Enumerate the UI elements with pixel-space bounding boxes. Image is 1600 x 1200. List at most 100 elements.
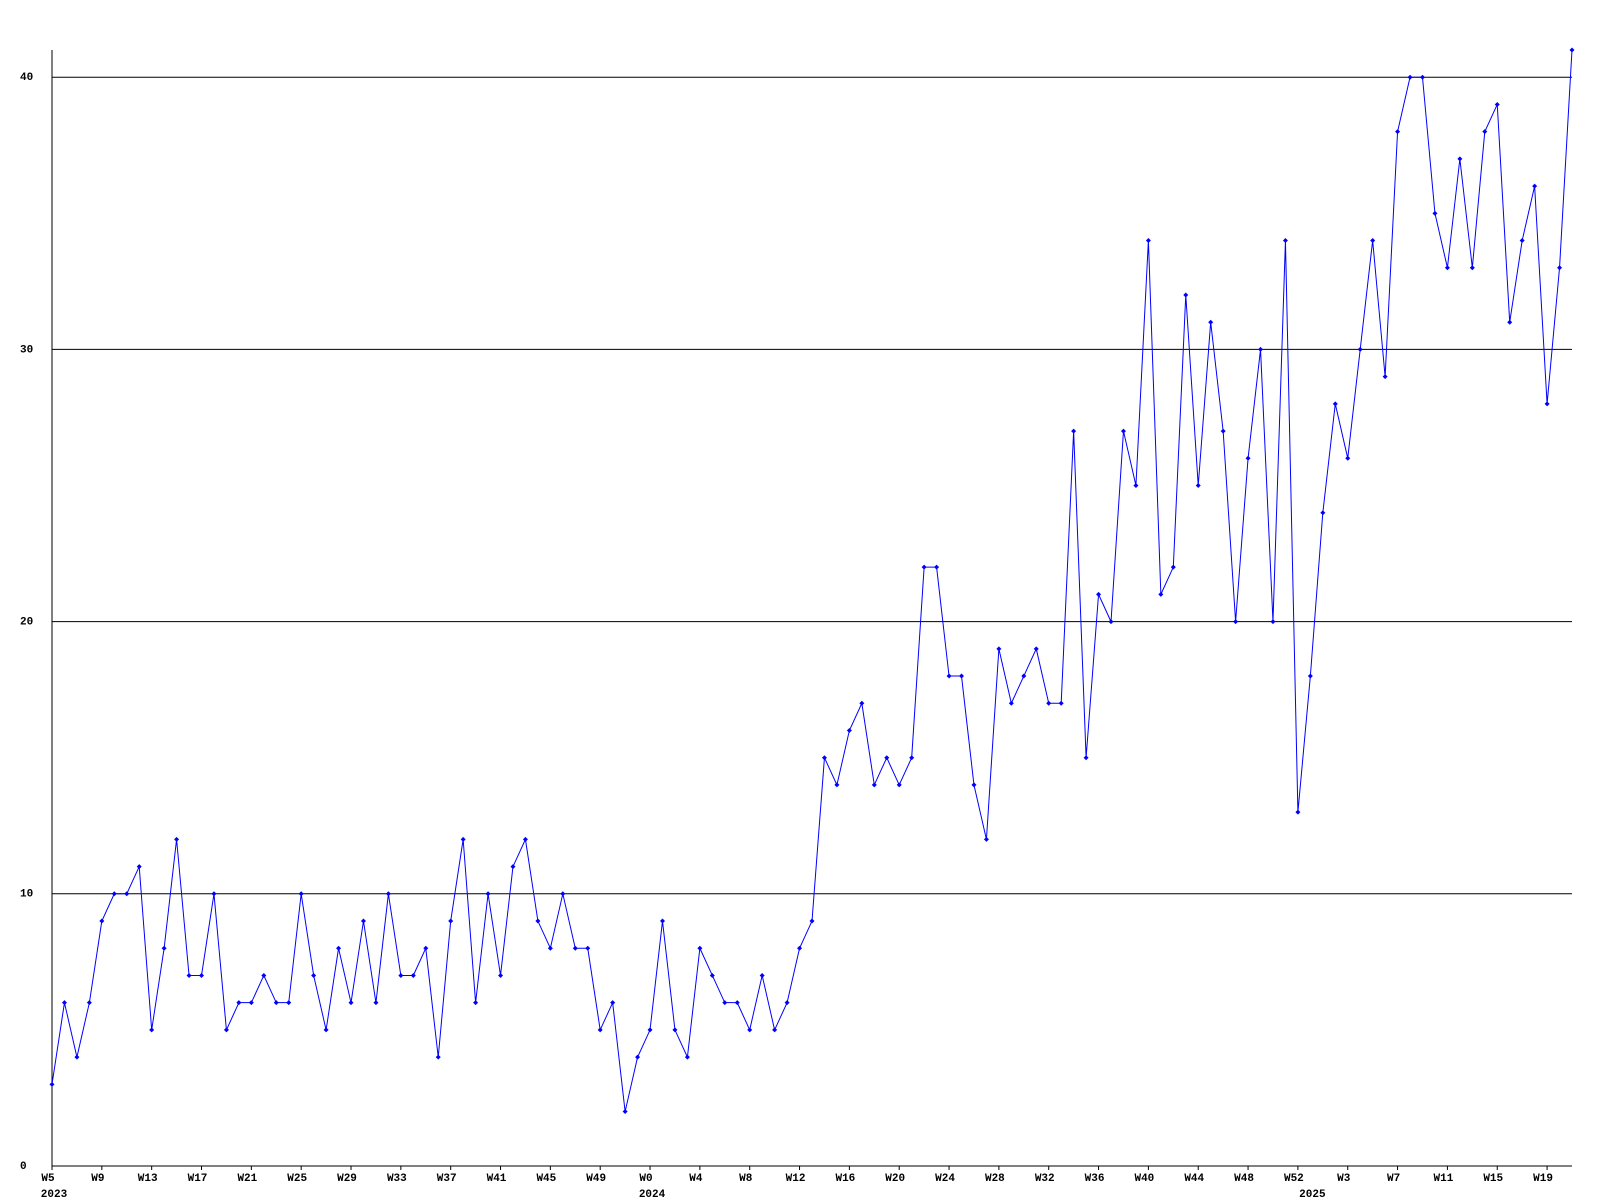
x-tick-label: W29 <box>337 1173 357 1185</box>
data-point <box>971 782 977 788</box>
data-point <box>585 945 591 951</box>
data-point <box>1083 755 1089 761</box>
data-point <box>360 918 366 924</box>
data-point <box>635 1054 641 1060</box>
x-tick-label: W21 <box>237 1173 257 1185</box>
data-point <box>1382 374 1388 380</box>
data-point <box>199 972 205 978</box>
data-point <box>1469 265 1475 271</box>
data-point <box>336 945 342 951</box>
x-tick-label: W45 <box>536 1173 556 1185</box>
data-point <box>684 1054 690 1060</box>
x-tick-label: W41 <box>487 1173 507 1185</box>
data-point <box>622 1109 628 1115</box>
data-point <box>423 945 429 951</box>
data-point <box>1532 183 1538 189</box>
data-point <box>1395 129 1401 135</box>
data-point <box>49 1081 55 1087</box>
x-tick-label: W49 <box>586 1173 606 1185</box>
x-tick-label: W48 <box>1234 1173 1254 1185</box>
data-point <box>734 1000 740 1006</box>
data-point <box>1494 101 1500 107</box>
year-label: 2024 <box>639 1189 666 1200</box>
data-point <box>946 673 952 679</box>
data-point <box>485 891 491 897</box>
data-point <box>921 564 927 570</box>
data-point <box>1357 346 1363 352</box>
x-tick-label: W3 <box>1337 1173 1351 1185</box>
y-tick-label: 30 <box>20 344 33 356</box>
data-point <box>1482 129 1488 135</box>
data-point <box>323 1027 329 1033</box>
data-point <box>186 972 192 978</box>
data-point <box>174 836 180 842</box>
data-point <box>1320 510 1326 516</box>
data-point <box>560 891 566 897</box>
data-point <box>1158 591 1164 597</box>
data-point <box>1220 428 1226 434</box>
x-tick-label: W24 <box>935 1173 955 1185</box>
data-point <box>610 1000 616 1006</box>
data-point <box>261 972 267 978</box>
data-point <box>1457 156 1463 162</box>
data-point <box>709 972 715 978</box>
x-tick-label: W40 <box>1134 1173 1154 1185</box>
data-point <box>1195 483 1201 489</box>
x-tick-label: W37 <box>437 1173 457 1185</box>
data-point <box>884 755 890 761</box>
data-point <box>286 1000 292 1006</box>
data-point <box>772 1027 778 1033</box>
y-tick-label: 10 <box>20 889 33 901</box>
x-tick-label: W7 <box>1387 1173 1400 1185</box>
data-point <box>86 1000 92 1006</box>
x-tick-label: W12 <box>786 1173 806 1185</box>
data-point <box>111 891 117 897</box>
y-tick-label: 20 <box>20 617 33 629</box>
data-point <box>597 1027 603 1033</box>
x-tick-label: W33 <box>387 1173 407 1185</box>
data-point <box>821 755 827 761</box>
data-point <box>1170 564 1176 570</box>
data-point <box>522 836 528 842</box>
data-point <box>1058 700 1064 706</box>
data-point <box>547 945 553 951</box>
data-point <box>161 945 167 951</box>
data-point <box>1444 265 1450 271</box>
data-point <box>1519 238 1525 244</box>
data-point <box>697 945 703 951</box>
data-line <box>51 49 1573 1112</box>
data-point <box>747 1027 753 1033</box>
data-point <box>797 945 803 951</box>
data-point <box>311 972 317 978</box>
data-point <box>435 1054 441 1060</box>
data-point <box>124 891 130 897</box>
data-point <box>1345 455 1351 461</box>
data-point <box>759 972 765 978</box>
data-point <box>74 1054 80 1060</box>
x-tick-label: W4 <box>689 1173 703 1185</box>
x-tick-label: W11 <box>1434 1173 1454 1185</box>
data-point <box>1071 428 1077 434</box>
data-point <box>834 782 840 788</box>
data-point <box>1208 319 1214 325</box>
data-point <box>149 1027 155 1033</box>
data-point <box>1096 591 1102 597</box>
data-point <box>298 891 304 897</box>
data-point <box>535 918 541 924</box>
data-point <box>983 836 989 842</box>
y-tick-label: 0 <box>20 1161 27 1173</box>
y-tick-label: 40 <box>20 72 33 84</box>
data-point <box>1419 74 1425 80</box>
x-tick-label: W15 <box>1483 1173 1503 1185</box>
data-point <box>1282 238 1288 244</box>
data-point <box>784 1000 790 1006</box>
x-tick-label: W8 <box>739 1173 753 1185</box>
data-point <box>1295 809 1301 815</box>
data-point <box>1245 455 1251 461</box>
data-point <box>473 1000 479 1006</box>
data-point <box>1145 238 1151 244</box>
data-point <box>348 1000 354 1006</box>
data-point <box>1108 619 1114 625</box>
